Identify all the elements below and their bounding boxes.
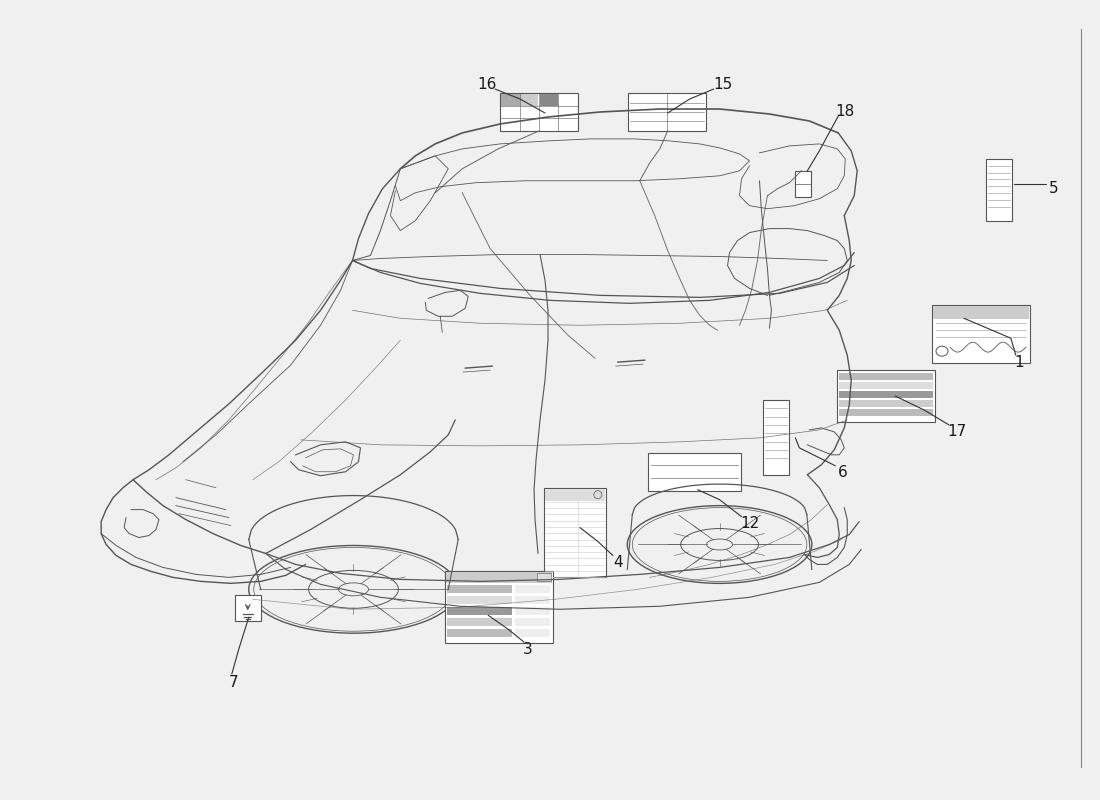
Text: 1: 1 [1014,354,1024,370]
Bar [234,595,261,622]
Bar [795,170,812,197]
Bar [540,94,558,106]
Bar [986,159,1012,221]
Bar [515,586,550,594]
Bar [544,488,606,578]
Text: 17: 17 [947,424,967,439]
Bar [515,607,550,615]
Bar [763,400,790,474]
Bar [448,586,512,594]
Bar [515,596,550,604]
Bar [448,630,512,637]
Bar [648,453,740,490]
Bar [500,93,578,131]
Bar [839,400,933,407]
Text: 12: 12 [740,516,759,531]
Bar [448,607,512,615]
Bar [448,618,512,626]
Bar [839,409,933,416]
Bar [515,618,550,626]
Bar [502,94,520,106]
Bar [448,596,512,604]
Bar [628,93,705,131]
Bar [933,306,1028,319]
Bar [515,630,550,637]
Bar [544,489,605,501]
Bar [839,382,933,389]
Text: 18: 18 [836,103,855,118]
Bar [932,306,1030,363]
Text: 4: 4 [613,555,623,570]
Text: 16: 16 [477,77,497,92]
Text: 3: 3 [524,642,532,657]
Bar [537,574,551,582]
Bar [446,571,553,643]
Bar [447,572,552,583]
Bar [839,373,933,380]
Text: 5: 5 [1049,182,1058,196]
Text: 15: 15 [713,77,733,92]
Text: 6: 6 [837,466,847,480]
Bar [839,391,933,398]
Text: 7: 7 [229,674,239,690]
Bar [837,370,935,422]
Bar [520,94,538,106]
